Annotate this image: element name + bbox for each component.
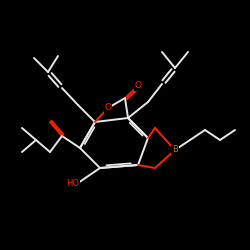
Text: O: O	[134, 82, 141, 90]
Text: HO: HO	[66, 178, 80, 188]
Text: B: B	[172, 146, 178, 154]
Text: O: O	[104, 104, 112, 112]
